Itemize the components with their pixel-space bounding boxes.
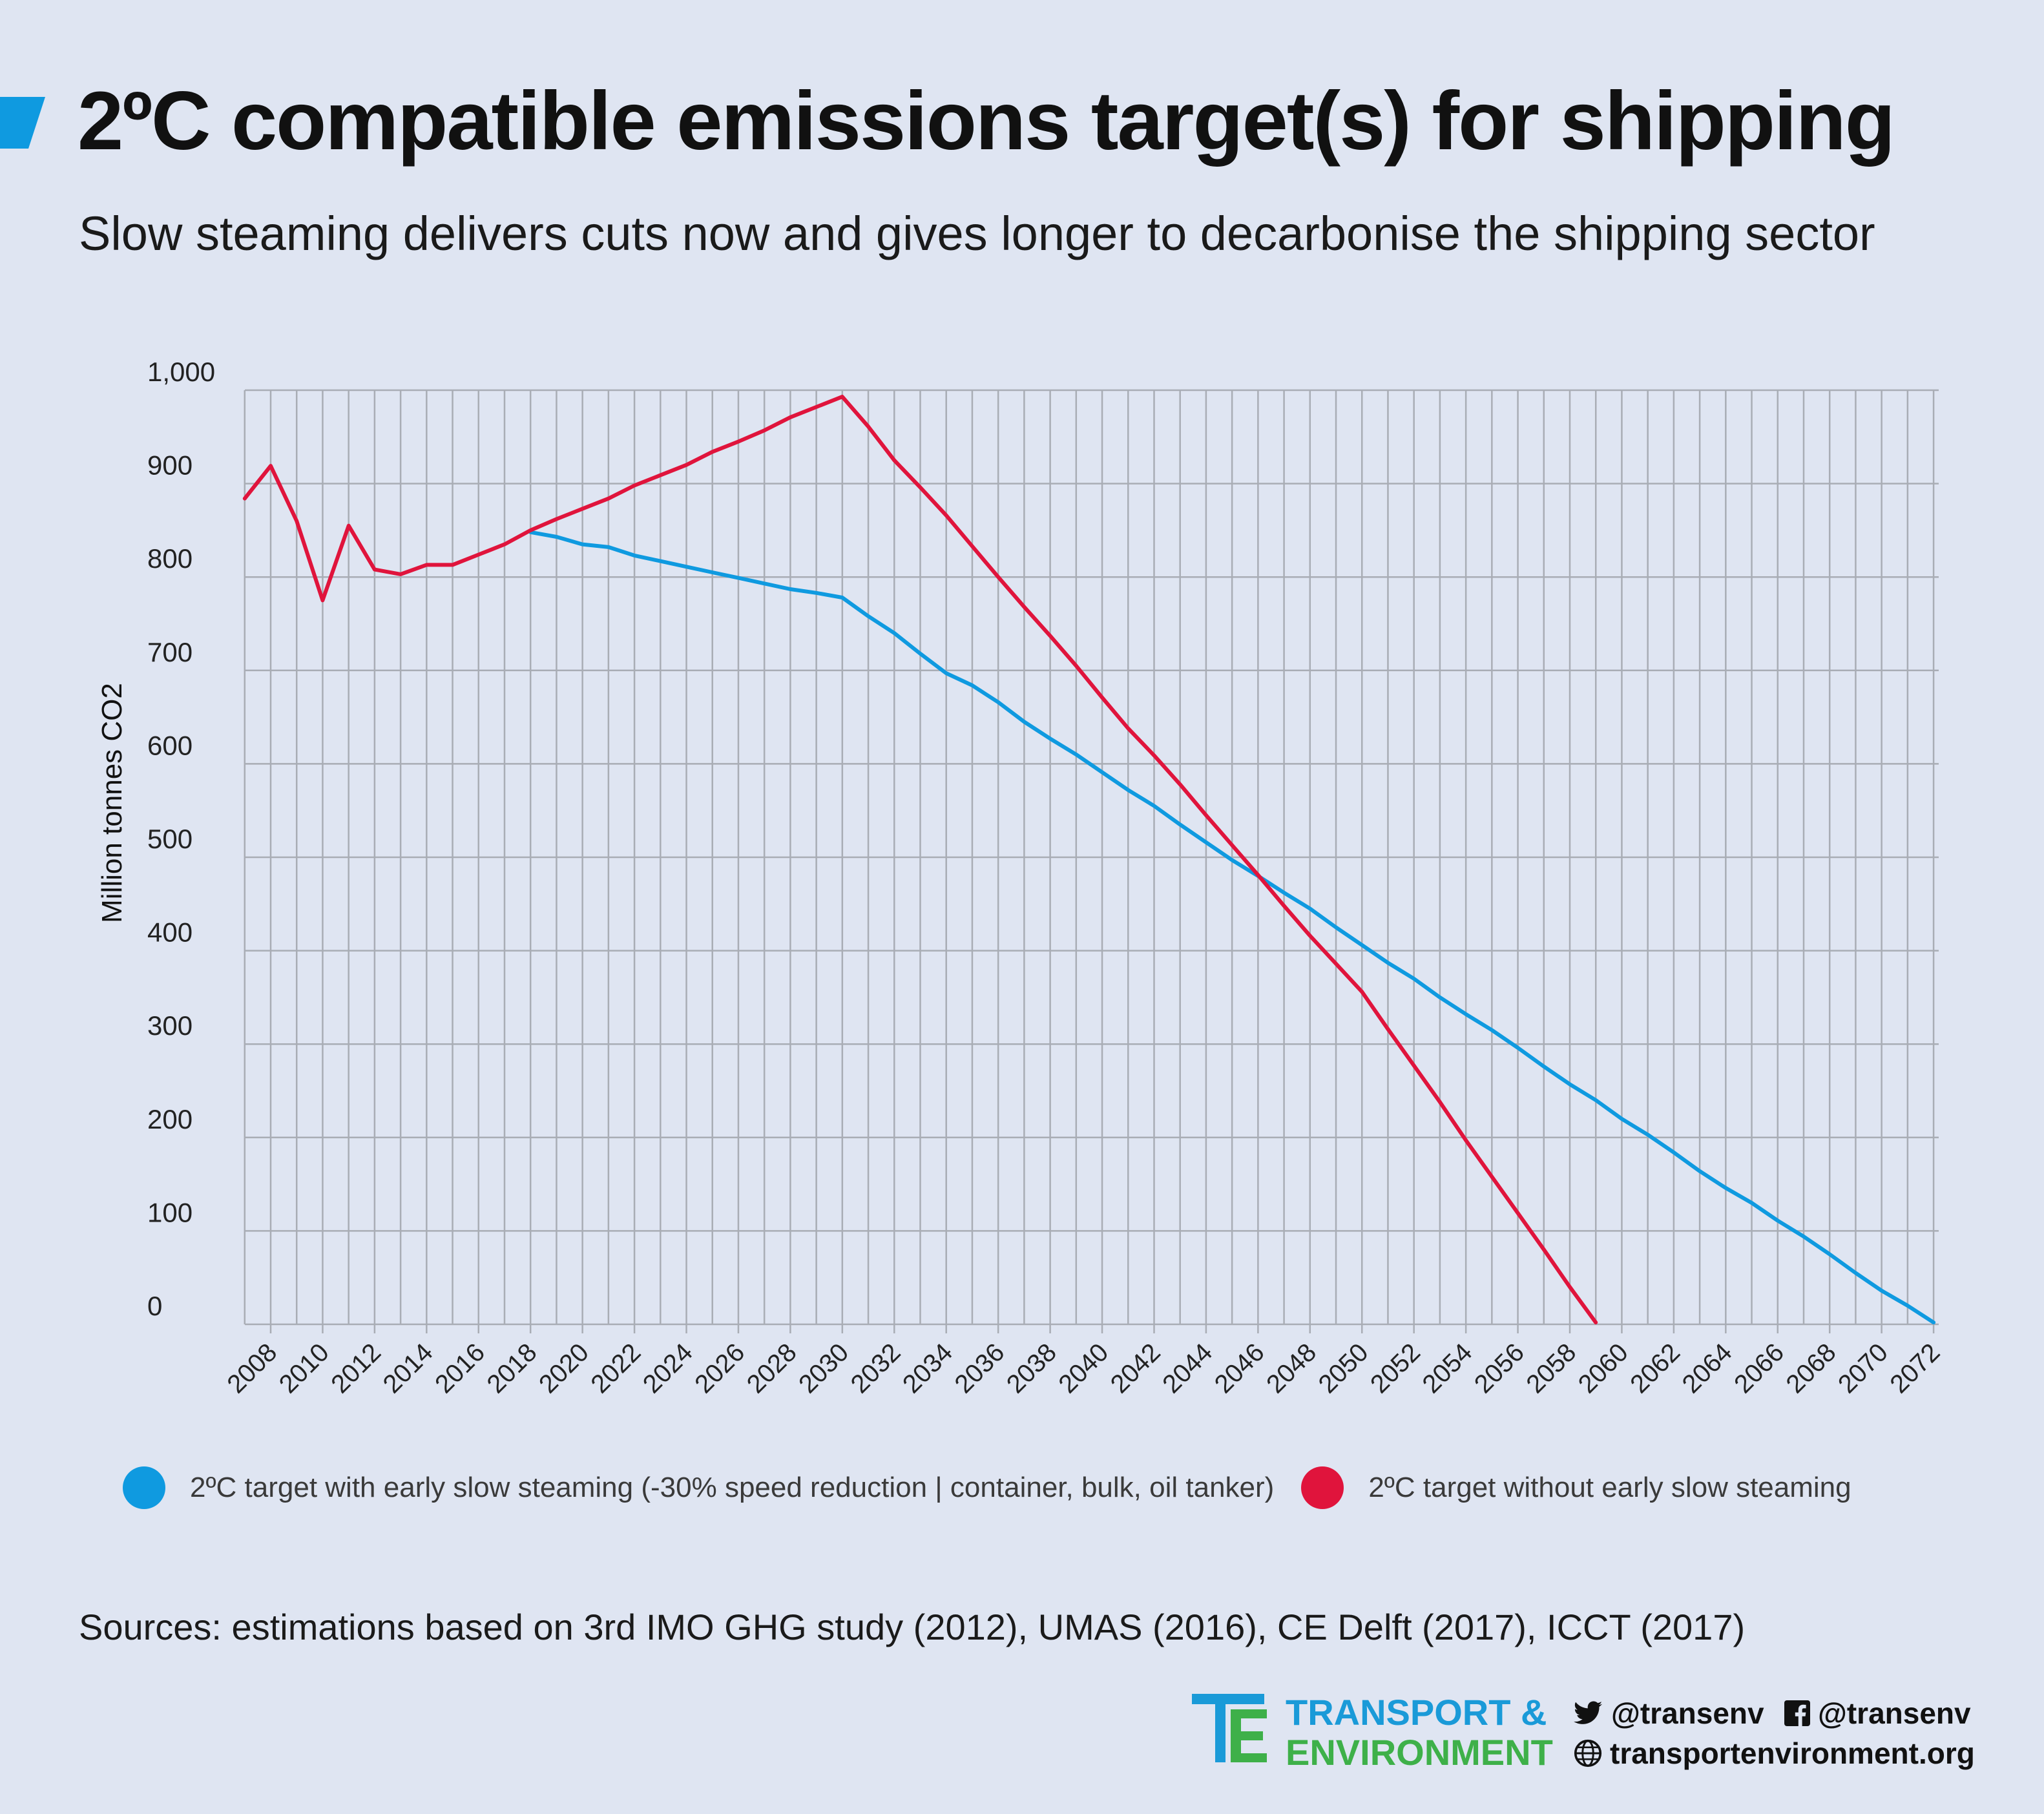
x-tick-label: 2042 <box>1105 1338 1166 1399</box>
x-axis-ticks: 2008201020122014201620182020202220242026… <box>222 1324 1945 1399</box>
y-tick-label: 100 <box>147 1197 193 1227</box>
chart-series <box>242 395 1936 1325</box>
x-tick-label: 2032 <box>846 1338 906 1399</box>
y-tick-label: 300 <box>147 1010 193 1041</box>
chart-legend: 2ºC target with early slow steaming (-30… <box>123 1466 1879 1509</box>
x-tick-label: 2070 <box>1833 1338 1893 1399</box>
y-tick-label: 800 <box>147 543 193 574</box>
x-tick-label: 2054 <box>1417 1338 1477 1399</box>
te-logo-icon <box>1192 1694 1267 1762</box>
corner-accent-shape <box>0 97 45 149</box>
x-tick-label: 2036 <box>949 1338 1010 1399</box>
x-tick-label: 2044 <box>1157 1338 1218 1399</box>
x-tick-label: 2014 <box>378 1338 439 1399</box>
y-axis-label: Million tonnes CO2 <box>96 683 128 923</box>
facebook-handle[interactable]: @transenv <box>1784 1696 1971 1731</box>
y-tick-label: 900 <box>147 450 193 481</box>
x-tick-label: 2040 <box>1053 1338 1114 1399</box>
legend-item-blue: 2ºC target with early slow steaming (-30… <box>123 1466 1274 1509</box>
y-tick-label: 0 <box>147 1291 162 1321</box>
y-tick-label: 700 <box>147 637 193 667</box>
brand-line-2: ENVIRONMENT <box>1286 1732 1553 1773</box>
legend-swatch-red <box>1301 1466 1344 1509</box>
twitter-icon <box>1574 1701 1603 1724</box>
y-tick-label: 200 <box>147 1104 193 1134</box>
legend-label-red: 2ºC target without early slow steaming <box>1368 1472 1851 1503</box>
x-tick-label: 2060 <box>1573 1338 1634 1399</box>
x-tick-label: 2008 <box>222 1338 282 1399</box>
x-tick-label: 2026 <box>689 1338 750 1399</box>
legend-swatch-blue <box>123 1466 165 1509</box>
facebook-icon <box>1784 1700 1810 1726</box>
x-tick-label: 2050 <box>1313 1338 1374 1399</box>
series-line-with-slow-steaming <box>528 530 1936 1325</box>
chart-grid <box>244 389 1939 1326</box>
x-tick-label: 2052 <box>1365 1338 1426 1399</box>
x-tick-label: 2048 <box>1261 1338 1322 1399</box>
globe-icon <box>1574 1739 1602 1767</box>
twitter-handle[interactable]: @transenv <box>1574 1696 1764 1731</box>
x-tick-label: 2034 <box>897 1338 958 1399</box>
x-tick-label: 2024 <box>638 1338 698 1399</box>
y-tick-label: 1,000 <box>147 357 215 387</box>
series-line-without-slow-steaming <box>242 395 1598 1325</box>
x-tick-label: 2012 <box>326 1338 386 1399</box>
x-tick-label: 2022 <box>585 1338 646 1399</box>
x-tick-label: 2038 <box>1001 1338 1062 1399</box>
y-axis-ticks: 0 100 200 300 400 500 600 700 800 900 1,000 <box>147 357 215 1321</box>
x-tick-label: 2064 <box>1677 1338 1738 1399</box>
x-tick-label: 2018 <box>482 1338 543 1399</box>
brand-line-1: TRANSPORT & <box>1286 1692 1547 1733</box>
facebook-handle-text: @transenv <box>1818 1696 1971 1730</box>
x-tick-label: 2030 <box>793 1338 854 1399</box>
y-tick-label: 600 <box>147 730 193 760</box>
page-subtitle: Slow steaming delivers cuts now and give… <box>79 207 1875 260</box>
x-tick-label: 2066 <box>1729 1338 1789 1399</box>
legend-item-red: 2ºC target without early slow steaming <box>1301 1466 1851 1509</box>
x-tick-label: 2072 <box>1884 1338 1945 1399</box>
x-tick-label: 2010 <box>274 1338 335 1399</box>
page-title: 2ºC compatible emissions target(s) for s… <box>78 75 1895 167</box>
legend-label-blue: 2ºC target with early slow steaming (-30… <box>190 1472 1275 1503</box>
twitter-handle-text: @transenv <box>1611 1696 1764 1730</box>
x-tick-label: 2046 <box>1209 1338 1270 1399</box>
website-link[interactable]: transportenvironment.org <box>1574 1736 1975 1771</box>
sources-note: Sources: estimations based on 3rd IMO GH… <box>79 1607 1746 1647</box>
website-text: transportenvironment.org <box>1610 1736 1975 1770</box>
x-tick-label: 2028 <box>742 1338 802 1399</box>
x-tick-label: 2016 <box>430 1338 490 1399</box>
x-tick-label: 2056 <box>1469 1338 1530 1399</box>
brand-wordmark: TRANSPORT & ENVIRONMENT <box>1286 1693 1553 1773</box>
y-tick-label: 400 <box>147 917 193 948</box>
x-tick-label: 2068 <box>1781 1338 1842 1399</box>
y-tick-label: 500 <box>147 824 193 854</box>
x-tick-label: 2058 <box>1521 1338 1581 1399</box>
x-tick-label: 2020 <box>534 1338 594 1399</box>
x-tick-label: 2062 <box>1625 1338 1685 1399</box>
